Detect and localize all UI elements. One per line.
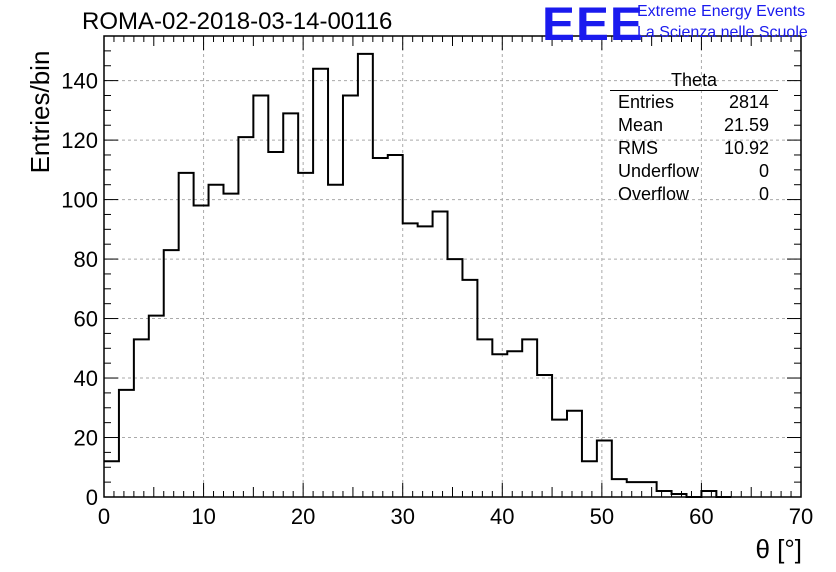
histogram-bin xyxy=(179,173,194,497)
y-tick-label: 40 xyxy=(74,366,98,391)
stats-label: Overflow xyxy=(618,184,690,204)
histogram-bin xyxy=(119,390,134,497)
stats-row-overflow: Overflow 0 xyxy=(610,183,778,206)
stats-value: 2814 xyxy=(728,92,769,112)
histogram-bin xyxy=(492,354,507,497)
stats-value: 21.59 xyxy=(723,115,769,135)
histogram-bin xyxy=(552,420,567,497)
histogram-bin xyxy=(537,375,552,497)
histogram-bin xyxy=(328,185,343,497)
histogram-bin xyxy=(477,339,492,497)
x-tick-label: 0 xyxy=(98,504,110,529)
histogram-outline xyxy=(104,52,732,498)
y-tick-label: 120 xyxy=(61,128,98,153)
x-tick-label: 10 xyxy=(191,504,215,529)
histogram-bin xyxy=(253,95,268,497)
y-tick-label: 60 xyxy=(74,307,98,332)
y-tick-label: 140 xyxy=(61,69,98,94)
histogram-bin xyxy=(462,280,477,497)
stats-row-mean: Mean 21.59 xyxy=(610,114,778,137)
stats-value: 0 xyxy=(758,161,769,181)
x-tick-label: 30 xyxy=(390,504,414,529)
histogram-bin xyxy=(567,411,582,497)
histogram-bin xyxy=(223,194,238,497)
logo-line-2: La Scienza nelle Scuole xyxy=(637,24,808,41)
chart-title: ROMA-02-2018-03-14-00116 xyxy=(82,8,393,35)
histogram-bin xyxy=(597,440,612,497)
x-tick-label: 20 xyxy=(291,504,315,529)
eee-logo: EEE xyxy=(542,0,644,50)
stats-label: Mean xyxy=(618,115,664,135)
stats-label: Underflow xyxy=(618,161,700,181)
stats-label: RMS xyxy=(618,138,658,158)
histogram-bin xyxy=(358,54,373,497)
x-tick-label: 40 xyxy=(490,504,514,529)
histogram-bin xyxy=(522,339,537,497)
x-tick-label: 70 xyxy=(789,504,813,529)
x-tick-label: 60 xyxy=(689,504,713,529)
histogram-bin xyxy=(313,69,328,497)
histogram-bin xyxy=(238,137,253,497)
histogram-bin xyxy=(418,226,433,497)
stats-value: 0 xyxy=(758,184,769,204)
histogram-bin xyxy=(164,250,179,497)
stats-label: Entries xyxy=(618,92,675,112)
stats-box: Theta Entries 2814 Mean 21.59 RMS 10.92 … xyxy=(610,70,778,206)
stats-row-entries: Entries 2814 xyxy=(610,91,778,114)
stats-value: 10.92 xyxy=(723,138,769,158)
y-tick-label: 100 xyxy=(61,188,98,213)
histogram-bin xyxy=(507,351,522,497)
y-tick-label: 80 xyxy=(74,247,98,272)
x-axis-label: θ [°] xyxy=(755,534,802,564)
histogram-bin xyxy=(283,113,298,497)
histogram-bin xyxy=(627,482,642,497)
logo-line-1: Extreme Energy Events xyxy=(637,3,806,20)
histogram-bin xyxy=(388,155,403,497)
histogram-bin xyxy=(298,173,313,497)
stats-row-underflow: Underflow 0 xyxy=(610,160,778,183)
histogram-bin xyxy=(403,223,418,497)
histogram-bin xyxy=(149,316,164,497)
y-tick-label: 0 xyxy=(86,485,98,510)
histogram-bin xyxy=(343,95,358,497)
histogram-bin xyxy=(582,461,597,497)
stats-title: Theta xyxy=(610,70,778,91)
stats-row-rms: RMS 10.92 xyxy=(610,137,778,160)
x-tick-label: 50 xyxy=(590,504,614,529)
histogram-bin xyxy=(612,479,627,497)
histogram-bin xyxy=(268,152,283,497)
histogram-bin xyxy=(134,339,149,497)
histogram-bin xyxy=(194,206,209,497)
histogram-bin xyxy=(104,461,119,497)
histogram-bin xyxy=(642,482,657,497)
y-tick-label: 20 xyxy=(74,426,98,451)
histogram-bin xyxy=(209,185,224,497)
y-axis-label: Entries/bin xyxy=(25,50,55,174)
histogram-bin xyxy=(433,211,448,497)
histogram-bin xyxy=(373,158,388,497)
